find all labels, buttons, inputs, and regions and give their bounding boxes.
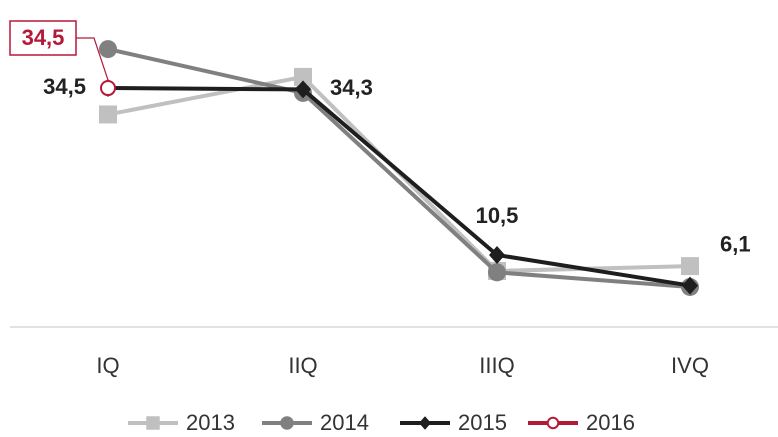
- marker: [546, 416, 560, 430]
- marker: [488, 263, 506, 282]
- marker: [280, 416, 294, 430]
- x-tick-label: IQ: [96, 353, 119, 378]
- data-label: 34,3: [330, 75, 373, 100]
- marker: [146, 416, 160, 430]
- marker: [99, 40, 117, 59]
- data-label: 34,5: [22, 25, 65, 50]
- callout-leader: [76, 37, 109, 81]
- x-tick-label: IVQ: [671, 353, 709, 378]
- marker: [100, 80, 116, 97]
- data-label: 10,5: [476, 203, 519, 228]
- legend-label: 2016: [586, 410, 635, 435]
- marker: [682, 276, 698, 295]
- marker: [99, 105, 117, 124]
- x-tick-label: IIIQ: [479, 353, 514, 378]
- marker: [681, 257, 699, 276]
- marker: [294, 67, 312, 86]
- marker: [419, 416, 431, 430]
- marker: [295, 80, 311, 99]
- x-tick-label: IIQ: [288, 353, 317, 378]
- legend-label: 2014: [320, 410, 369, 435]
- legend-label: 2015: [458, 410, 507, 435]
- marker: [489, 245, 505, 264]
- data-label: 34,5: [43, 74, 86, 99]
- legend-label: 2013: [186, 410, 235, 435]
- series-line: [107, 47, 691, 289]
- series-line: [107, 86, 691, 288]
- data-label: 6,1: [720, 231, 751, 256]
